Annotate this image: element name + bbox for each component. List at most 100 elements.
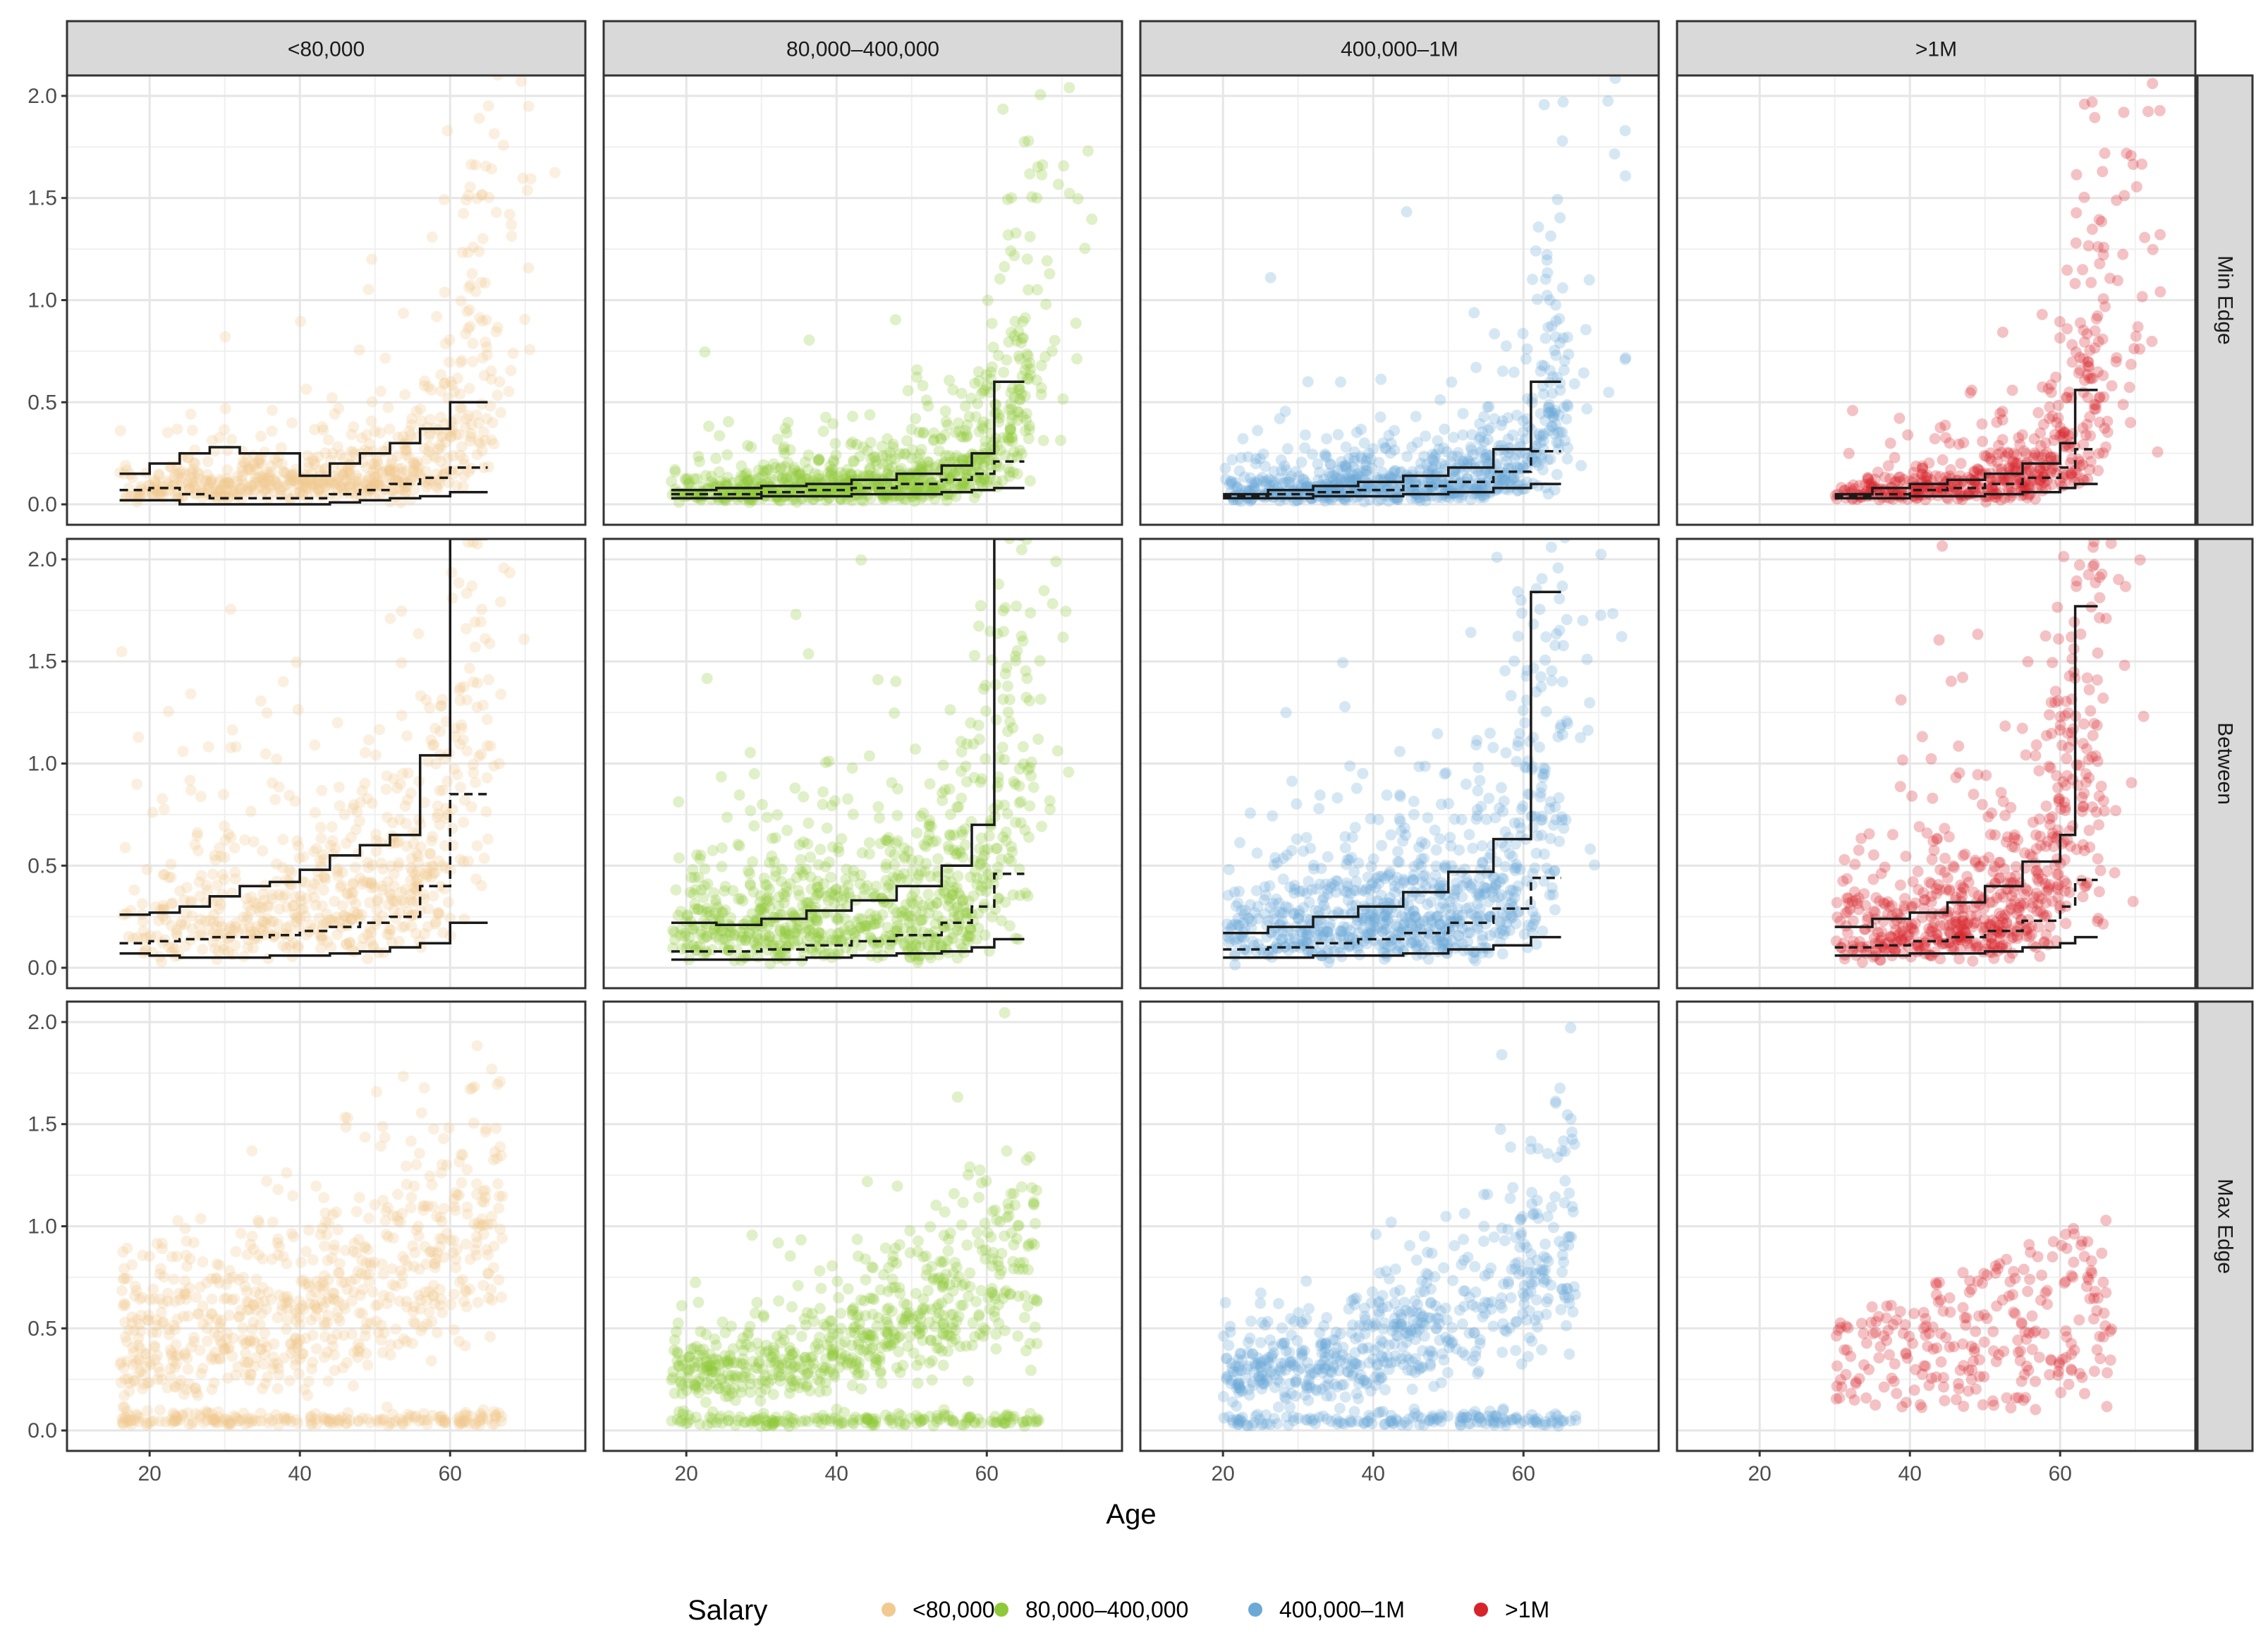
data-point (248, 461, 260, 472)
data-point (763, 935, 775, 947)
data-point (1390, 918, 1402, 930)
data-point (224, 923, 236, 935)
data-point (944, 474, 956, 486)
data-point (2078, 98, 2090, 110)
data-point (999, 261, 1011, 273)
data-point (1334, 472, 1346, 484)
data-point (853, 482, 865, 494)
data-point (855, 869, 867, 881)
data-point (365, 876, 377, 888)
data-point (788, 464, 800, 476)
data-point (880, 875, 892, 887)
data-point (262, 466, 274, 478)
data-point (325, 942, 337, 954)
data-point (741, 473, 753, 485)
data-point (343, 466, 355, 478)
data-point (384, 466, 396, 478)
data-point (258, 894, 270, 906)
data-point (951, 847, 963, 859)
data-point (986, 317, 998, 329)
data-point (748, 936, 760, 948)
data-point (331, 717, 343, 729)
data-point (194, 890, 206, 902)
data-point (461, 194, 472, 206)
data-point (1334, 925, 1346, 937)
data-point (329, 916, 340, 928)
data-point (254, 906, 266, 918)
data-point (791, 469, 803, 481)
data-point (2066, 471, 2078, 483)
data-point (868, 451, 879, 463)
data-point (278, 481, 290, 493)
data-point (1511, 449, 1523, 461)
data-point (2058, 426, 2069, 437)
data-point (253, 454, 265, 466)
data-point (899, 851, 911, 862)
data-point (889, 490, 901, 502)
data-point (477, 233, 489, 245)
data-point (2079, 336, 2090, 348)
data-point (433, 908, 445, 920)
data-point (836, 935, 848, 947)
data-point (1505, 470, 1517, 482)
data-point (898, 937, 910, 949)
data-point (1005, 398, 1017, 410)
data-point (1441, 446, 1453, 458)
data-point (1418, 475, 1429, 487)
data-point (1552, 562, 1564, 574)
data-point (249, 476, 261, 488)
data-point (429, 916, 441, 928)
data-point (1552, 731, 1564, 743)
data-point (762, 892, 774, 904)
data-point (2041, 447, 2053, 459)
data-point (413, 813, 425, 825)
data-point (1499, 467, 1511, 479)
data-point (1031, 374, 1043, 386)
data-point (855, 921, 867, 933)
data-point (804, 918, 816, 930)
data-point (791, 923, 803, 935)
data-point (1001, 808, 1013, 820)
data-point (813, 927, 825, 939)
data-point (890, 676, 902, 688)
data-point (957, 480, 969, 492)
data-point (2117, 248, 2129, 260)
data-point (2018, 445, 2030, 457)
data-point (1862, 473, 1874, 485)
data-point (254, 470, 266, 482)
data-point (177, 746, 189, 758)
data-point (1257, 475, 1269, 487)
data-point (898, 868, 910, 880)
data-point (338, 483, 350, 495)
data-point (157, 902, 169, 914)
data-point (872, 942, 884, 954)
data-point (492, 322, 504, 334)
data-point (480, 336, 492, 348)
data-point (979, 844, 991, 856)
data-point (1274, 473, 1286, 485)
data-point (1550, 299, 1561, 311)
data-point (983, 830, 995, 842)
data-point (1362, 447, 1374, 459)
data-point (745, 441, 757, 453)
data-point (976, 880, 988, 892)
data-point (916, 905, 928, 917)
data-point (257, 916, 269, 928)
data-point (1537, 380, 1549, 392)
data-point (207, 486, 219, 498)
data-point (1453, 930, 1465, 942)
data-point (956, 825, 968, 837)
data-point (455, 782, 467, 794)
data-point (1016, 370, 1028, 382)
data-point (923, 820, 935, 832)
data-point (1532, 221, 1544, 233)
data-point (975, 387, 987, 399)
data-point (973, 719, 984, 731)
data-point (1554, 624, 1566, 636)
data-point (1332, 429, 1344, 441)
data-point (482, 461, 494, 473)
data-point (800, 863, 812, 875)
data-point (753, 481, 765, 493)
data-point (388, 880, 400, 892)
data-point (1339, 842, 1351, 853)
